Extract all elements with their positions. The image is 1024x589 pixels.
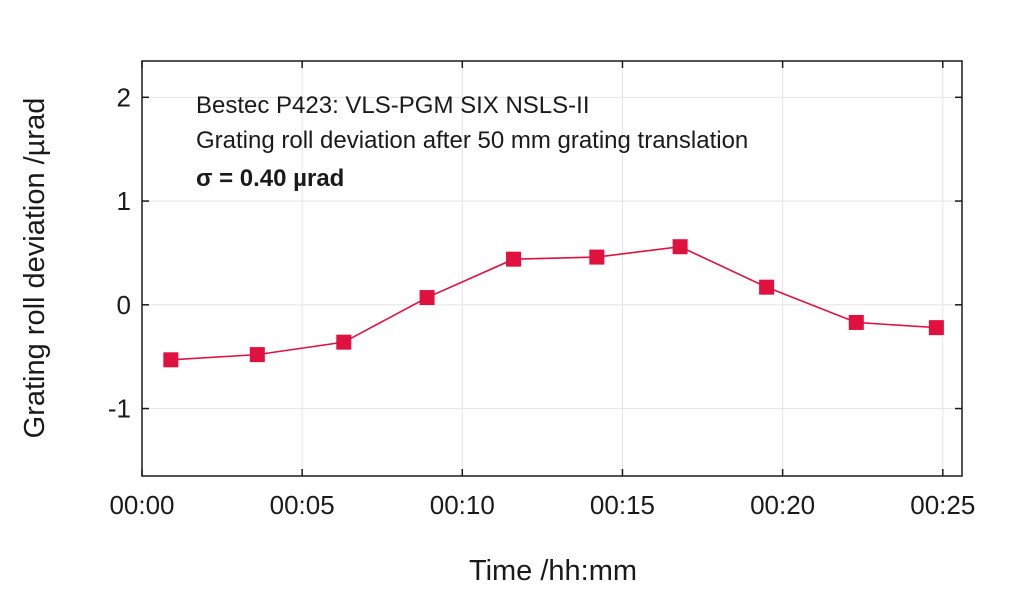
annotation-sigma: σ = 0.40 µrad <box>196 165 344 192</box>
y-tick-labels: -1 0 1 2 <box>108 82 131 423</box>
y-tick-label: -1 <box>108 394 131 424</box>
x-tick-label: 00:05 <box>270 490 335 520</box>
data-series <box>163 239 944 368</box>
annotation-title: Bestec P423: VLS-PGM SIX NSLS-II <box>196 92 590 119</box>
y-tick-label: 1 <box>117 186 131 216</box>
axis-ticks <box>141 61 962 476</box>
data-point-marker <box>336 334 352 350</box>
x-tick-label: 00:25 <box>910 490 975 520</box>
data-point-marker <box>506 251 522 267</box>
plot-frame <box>141 60 963 477</box>
data-point-marker <box>848 314 864 330</box>
x-tick-label: 00:00 <box>109 490 174 520</box>
x-tick-label: 00:20 <box>750 490 815 520</box>
data-point-marker <box>928 320 944 336</box>
x-axis-title: Time /hh:mm <box>469 555 637 587</box>
x-tick-label: 00:10 <box>430 490 495 520</box>
y-axis-title: Grating roll deviation /µrad <box>19 98 51 439</box>
data-point-marker <box>163 352 179 368</box>
data-point-marker <box>419 290 435 306</box>
data-point-marker <box>672 239 688 255</box>
grid <box>141 61 962 476</box>
data-point-marker <box>589 249 605 265</box>
data-point-marker <box>759 279 775 295</box>
y-tick-label: 2 <box>117 82 131 112</box>
series-line <box>170 245 937 361</box>
x-tick-labels: 00:00 00:05 00:10 00:15 00:20 00:25 <box>109 490 975 520</box>
x-tick-label: 00:15 <box>590 490 655 520</box>
data-point-marker <box>249 347 265 363</box>
y-tick-label: 0 <box>117 290 131 320</box>
annotation-subtitle: Grating roll deviation after 50 mm grati… <box>196 127 748 154</box>
